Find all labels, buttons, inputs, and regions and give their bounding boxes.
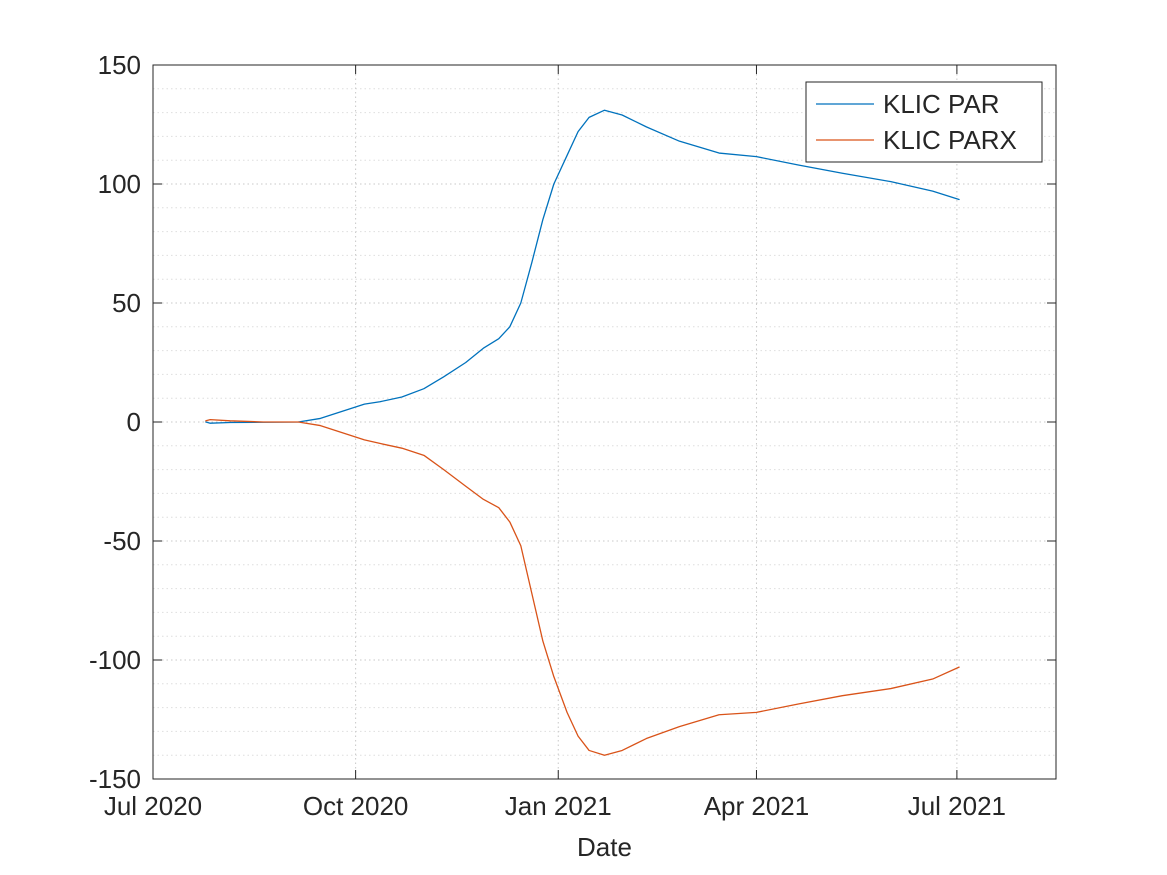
series-line-2 [205,418,960,756]
legend-entry-label: KLIC PAR [883,89,1000,119]
x-tick-label: Jul 2021 [908,791,1006,821]
x-tick-label: Apr 2021 [704,791,810,821]
x-axis-label: Date [577,832,632,862]
legend-box [805,81,1043,163]
y-tick-label: -150 [89,764,141,794]
x-tick-label: Jul 2020 [104,791,202,821]
y-tick-label: -100 [89,645,141,675]
y-tick-label: 150 [98,50,141,80]
legend: KLIC PAR KLIC PARX [805,81,1043,163]
y-tick-label: 0 [127,407,141,437]
x-tick-label: Oct 2020 [303,791,409,821]
y-tick-label: 50 [112,288,141,318]
grid-lines [153,65,1056,779]
series-line-1 [205,109,960,424]
y-tick-label: 100 [98,169,141,199]
x-tick-label: Jan 2021 [505,791,612,821]
series-layer [205,109,960,756]
legend-entry-label: KLIC PARX [883,125,1017,155]
y-tick-label: -50 [103,526,141,556]
